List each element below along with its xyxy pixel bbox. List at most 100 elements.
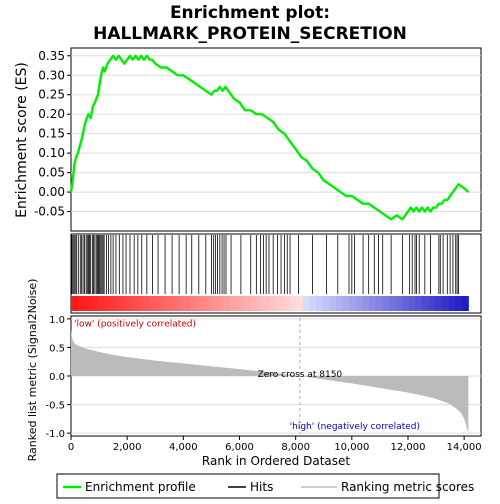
rank-color-segment xyxy=(402,296,410,311)
rank-color-segment xyxy=(441,296,449,311)
rank-color-segment xyxy=(150,296,158,311)
legend-label: Hits xyxy=(250,480,273,494)
rank-color-segment xyxy=(369,296,377,311)
rank-color-segment xyxy=(229,296,238,311)
es-y-tick-label: -0.05 xyxy=(34,205,65,219)
rank-color-segment xyxy=(71,296,79,311)
high-correlated-label: 'high' (negatively correlated) xyxy=(290,422,420,432)
rank-color-segment xyxy=(196,296,204,311)
x-tick-label: 4,000 xyxy=(169,442,198,453)
x-tick-label: 12,000 xyxy=(390,442,425,453)
rank-color-segment xyxy=(216,296,224,311)
es-panel-frame xyxy=(70,47,482,232)
es-y-tick-label: 0.20 xyxy=(38,107,65,121)
metric-y-tick-label: 0.0 xyxy=(49,372,65,383)
rank-color-segment xyxy=(157,296,165,311)
rank-color-segment xyxy=(163,296,171,311)
rank-color-segment xyxy=(335,296,344,311)
metric-y-tick-label: 1.0 xyxy=(49,315,65,326)
legend: Enrichment profile Hits Ranking metric sco… xyxy=(63,480,474,494)
rank-color-segment xyxy=(190,296,198,311)
hit-marks xyxy=(71,235,459,294)
legend-label: Ranking metric scores xyxy=(341,480,474,494)
ranking-metric-area xyxy=(71,329,469,434)
rank-color-segment xyxy=(256,296,264,311)
rank-color-segment xyxy=(355,296,363,311)
rank-color-segment xyxy=(183,296,191,311)
low-correlated-label: 'low' (positively correlated) xyxy=(74,320,196,330)
rank-color-segment xyxy=(104,296,112,311)
rank-color-segment xyxy=(97,296,105,311)
rank-color-segment xyxy=(435,296,443,311)
rank-color-segment xyxy=(282,296,291,311)
metric-y-tick-label: 0.5 xyxy=(49,343,65,354)
rank-color-segment xyxy=(329,296,337,311)
enrichment-profile xyxy=(69,54,470,221)
rank-color-segment xyxy=(415,296,423,311)
rank-color-segment xyxy=(130,296,138,311)
rank-color-segment xyxy=(170,296,178,311)
rank-color-segment xyxy=(90,296,98,311)
es-y-tick-label: 0.35 xyxy=(38,49,65,63)
es-y-tick-label: 0.25 xyxy=(38,88,65,102)
rank-color-segment xyxy=(117,296,125,311)
chart-title-line-1: Enrichment plot: xyxy=(170,3,330,23)
rank-color-segment xyxy=(342,296,350,311)
rank-color-segment xyxy=(143,296,151,311)
rank-color-segment xyxy=(137,296,145,311)
rank-color-segment xyxy=(84,296,92,311)
es-y-tick-label: 0.15 xyxy=(38,127,65,141)
rank-color-segment xyxy=(302,296,310,311)
rank-color-segment xyxy=(289,296,297,311)
zero-cross-label: Zero cross at 8150 xyxy=(258,370,343,380)
rank-color-segment xyxy=(276,296,284,311)
rank-color-segment xyxy=(210,296,218,311)
rank-color-segment xyxy=(176,296,185,311)
es-y-ticks: -0.05 0.00 0.05 0.10 0.15 0.20 0.25 0.30 0.35 xyxy=(34,49,71,219)
rank-color-bar xyxy=(71,296,469,311)
x-axis-ticks: 0 2,000 4,000 6,000 8,000 10,000 12,000 14,000 xyxy=(68,436,482,453)
rank-color-segment xyxy=(316,296,324,311)
rank-color-segment xyxy=(382,296,390,311)
rank-color-segment xyxy=(362,296,370,311)
rank-color-segment xyxy=(77,296,85,311)
rank-color-segment xyxy=(428,296,436,311)
rank-color-segment xyxy=(123,296,132,311)
legend-label: Enrichment profile xyxy=(85,480,196,494)
ranking-metric-scores xyxy=(71,329,469,434)
rank-color-segment xyxy=(249,296,257,311)
rank-color-segment xyxy=(455,296,463,311)
es-y-tick-label: 0.30 xyxy=(38,68,65,82)
rank-color-segment xyxy=(203,296,211,311)
rank-color-segment xyxy=(269,296,277,311)
chart-title-line-2: HALLMARK_PROTEIN_SECRETION xyxy=(93,24,407,44)
x-tick-label: 10,000 xyxy=(334,442,369,453)
rank-color-segment xyxy=(349,296,357,311)
rank-color-segment xyxy=(422,296,430,311)
rank-color-segment xyxy=(223,296,231,311)
legend-box xyxy=(56,473,440,499)
rank-color-segment xyxy=(309,296,317,311)
metric-y-ticks: -1.0 -0.5 0.0 0.5 1.0 xyxy=(45,315,71,440)
x-tick-label: 0 xyxy=(68,442,74,453)
x-axis-label: Rank in Ordered Dataset xyxy=(202,454,350,468)
es-y-tick-label: 0.10 xyxy=(38,146,65,160)
x-tick-label: 2,000 xyxy=(113,442,142,453)
rank-color-segment xyxy=(263,296,271,311)
rank-color-segment xyxy=(236,296,244,311)
metric-y-tick-label: -1.0 xyxy=(45,429,65,440)
rank-color-segment xyxy=(461,296,469,311)
rank-color-segment xyxy=(296,296,304,311)
metric-y-axis-label: Ranked list metric (Signal2Noise) xyxy=(26,279,39,462)
es-y-axis-label: Enrichment score (ES) xyxy=(14,62,30,218)
enrichment-profile-line xyxy=(69,54,470,221)
rank-color-segment xyxy=(375,296,383,311)
x-tick-label: 6,000 xyxy=(225,442,254,453)
rank-color-segment xyxy=(448,296,456,311)
metric-y-tick-label: -0.5 xyxy=(45,401,65,412)
rank-color-segment xyxy=(243,296,251,311)
rank-color-segment xyxy=(322,296,330,311)
x-tick-label: 14,000 xyxy=(447,442,482,453)
